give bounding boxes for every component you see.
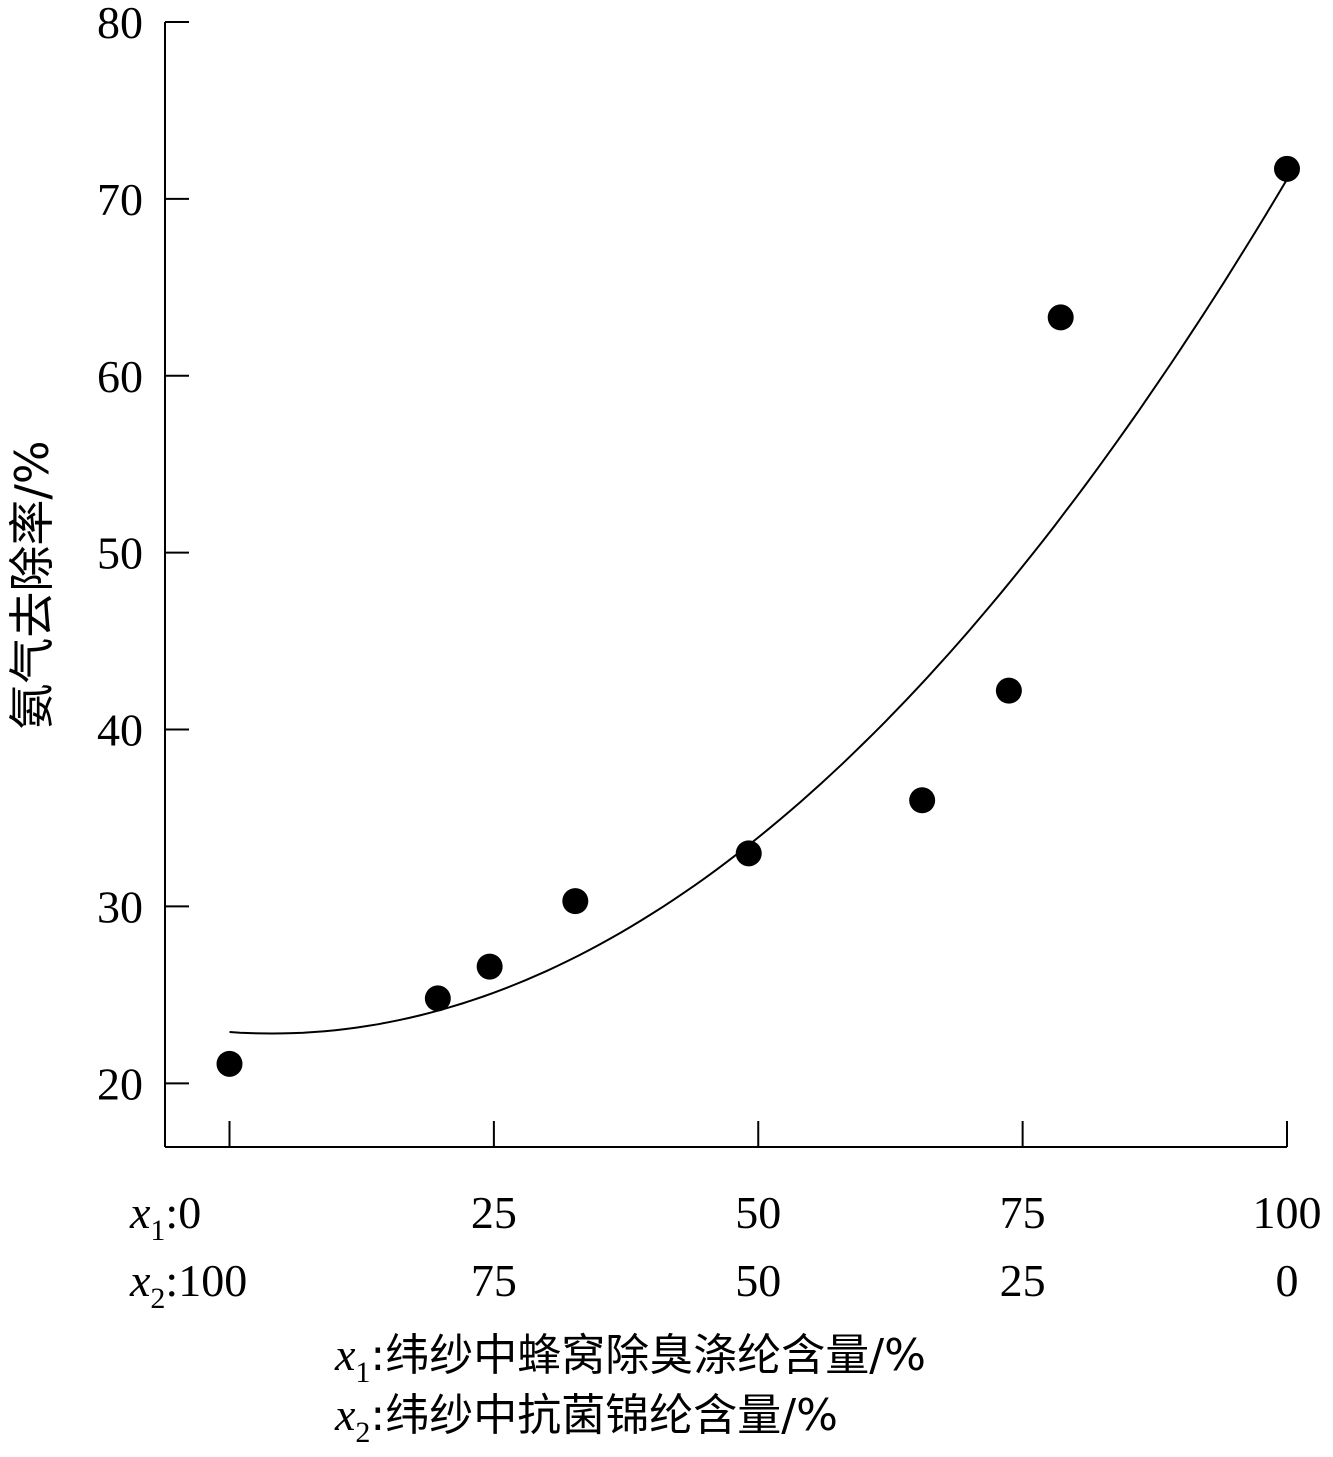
x1-tick-label: 100 [1253, 1187, 1322, 1238]
y-tick-label: 80 [97, 0, 143, 48]
data-point [1274, 155, 1300, 182]
x-axis-title-2: x2:纬纱中抗菌锦纶含量/% [334, 1389, 838, 1449]
data-point [216, 1050, 243, 1077]
data-point [562, 888, 589, 915]
x2-tick-label: 50 [735, 1255, 781, 1306]
x1-tick-label: 25 [471, 1187, 517, 1238]
y-tick-label: 20 [97, 1058, 143, 1109]
y-tick-label: 60 [97, 351, 143, 402]
y-tick-label: 50 [97, 528, 143, 579]
y-tick-label: 40 [97, 705, 143, 756]
y-tick-label: 70 [97, 174, 143, 225]
x1-row-label: x1:0 [129, 1187, 201, 1247]
x2-row-label: x2:100 [129, 1255, 247, 1315]
y-axis-label: 氨气去除率/% [5, 440, 59, 729]
x1-tick-label: 50 [735, 1187, 781, 1238]
x2-tick-label: 25 [1000, 1255, 1046, 1306]
data-point [476, 953, 503, 980]
fit-curve [229, 178, 1288, 1035]
x2-tick-label: 75 [471, 1255, 517, 1306]
data-point [995, 677, 1022, 704]
data-point [909, 787, 936, 814]
y-tick-label: 30 [97, 881, 143, 932]
x-axis-title-1: x1:纬纱中蜂窝除臭涤纶含量/% [334, 1329, 926, 1389]
x1-tick-label: 75 [1000, 1187, 1046, 1238]
data-point [1047, 304, 1074, 331]
data-point [424, 985, 451, 1012]
x2-tick-label: 0 [1276, 1255, 1299, 1306]
data-point [735, 840, 762, 867]
